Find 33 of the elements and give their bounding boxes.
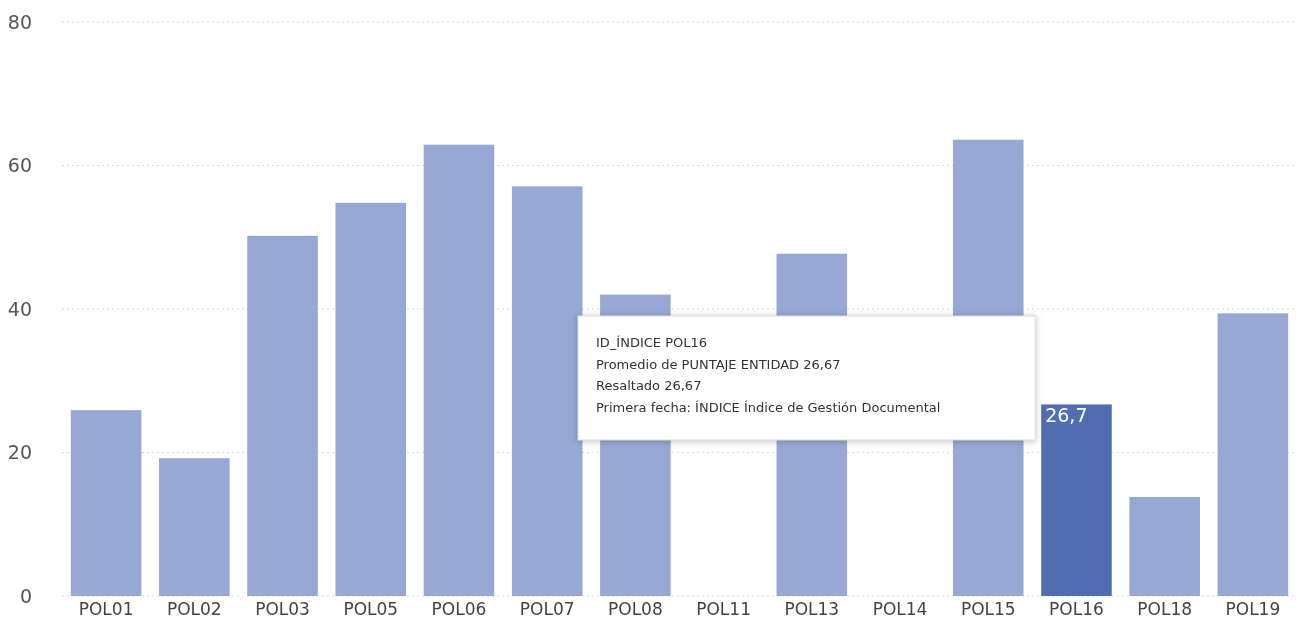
bar: [159, 458, 230, 596]
x-tick-label: POL13: [784, 599, 840, 619]
x-tick-label: POL19: [1225, 599, 1281, 619]
x-tick-label: POL18: [1137, 599, 1193, 619]
x-tick-label: POL02: [166, 599, 222, 619]
annotation: ID_ÍNDICE POL16: [596, 335, 708, 350]
x-tick-label: POL07: [519, 599, 575, 619]
annotation: Promedio de PUNTAJE ENTIDAD 26,67: [596, 356, 841, 372]
y-tick-label: 80: [7, 10, 32, 33]
x-tick-label: POL14: [872, 599, 928, 619]
y-tick-label: 40: [7, 297, 32, 320]
x-tick-label: POL05: [343, 599, 399, 619]
bar: [511, 186, 583, 596]
annotation: Resaltado 26,67: [596, 378, 702, 393]
x-tick-label: POL03: [255, 599, 310, 619]
bar: [70, 410, 142, 596]
x-tick-label: POL16: [1049, 599, 1104, 619]
x-tick-label: POL06: [431, 599, 487, 619]
bar: [423, 144, 495, 596]
y-tick-label: 60: [7, 154, 32, 177]
bar: [1041, 404, 1112, 596]
x-tick-label: POL01: [78, 599, 134, 619]
x-tick-label: POL15: [960, 599, 1016, 619]
bar: [335, 202, 407, 596]
y-tick-label: 20: [7, 441, 32, 464]
bar: [1217, 313, 1289, 596]
y-tick-label: 0: [19, 584, 32, 607]
bar: [247, 235, 318, 596]
data-label: 26,7: [1045, 404, 1088, 427]
bar: [1129, 496, 1200, 596]
annotation: Primera fecha: ÍNDICE Índice de Gestión Documental: [596, 399, 941, 415]
x-tick-label: POL11: [696, 599, 751, 619]
x-tick-label: POL08: [608, 599, 663, 619]
